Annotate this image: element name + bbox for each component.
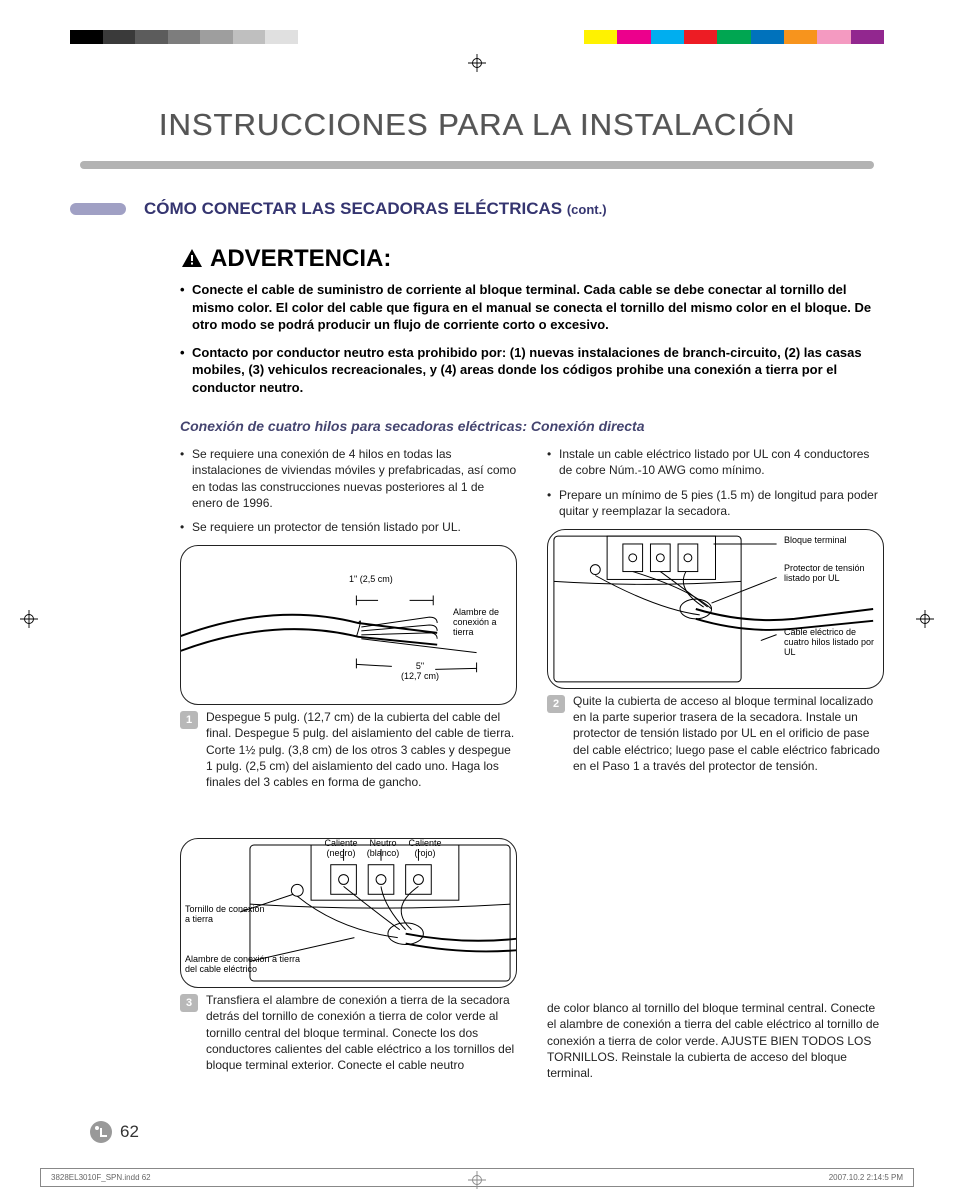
step-text: Quite la cubierta de acceso al bloque te… [573, 693, 884, 774]
page-title: INSTRUCCIONES PARA LA INSTALACIÓN [70, 107, 884, 143]
diagram-terminal-block: Bloque terminal Protector de tensión lis… [547, 529, 884, 689]
warning-item: Contacto por conductor neutro esta prohi… [180, 344, 884, 397]
warning-heading: ADVERTENCIA: [180, 245, 884, 273]
list-item: Se requiere una conexión de 4 hilos en t… [180, 446, 517, 511]
diagram-terminal-wiring: Caliente (negro) Neutro (blanco) Calient… [180, 838, 517, 988]
page-number: 62 [120, 1122, 139, 1142]
step-text-continued: de color blanco al tornillo del bloque t… [547, 1000, 884, 1083]
registration-mark-bottom [468, 1171, 486, 1189]
warning-item: Conecte el cable de suministro de corrie… [180, 281, 884, 334]
diagram-wire-strip: 1" (2,5 cm) Alambre de conexión a tierra… [180, 545, 517, 705]
registration-mark-top [70, 54, 884, 77]
print-footer: 3828EL3010F_SPN.indd 62 2007.10.2 2:14:5… [40, 1168, 914, 1187]
list-item: Prepare un mínimo de 5 pies (1.5 m) de l… [547, 487, 884, 519]
title-rule [80, 161, 874, 169]
warning-icon [180, 247, 204, 271]
step-number: 1 [180, 711, 198, 729]
step-number: 2 [547, 695, 565, 713]
print-file-info: 3828EL3010F_SPN.indd 62 [51, 1173, 151, 1182]
registration-mark-right [916, 610, 934, 628]
section-title: CÓMO CONECTAR LAS SECADORAS ELÉCTRICAS (… [144, 199, 607, 219]
lg-logo-icon [90, 1121, 112, 1143]
print-timestamp: 2007.10.2 2:14:5 PM [829, 1173, 903, 1182]
right-bullets: Instale un cable eléctrico listado por U… [547, 446, 884, 519]
left-bullets: Se requiere una conexión de 4 hilos en t… [180, 446, 517, 535]
subsection-title: Conexión de cuatro hilos para secadoras … [180, 418, 884, 434]
list-item: Se requiere un protector de tensión list… [180, 519, 517, 535]
warning-list: Conecte el cable de suministro de corrie… [180, 281, 884, 396]
step-text: Despegue 5 pulg. (12,7 cm) de la cubiert… [206, 709, 517, 790]
color-bar-row [70, 30, 884, 48]
step-text: Transfiera el alambre de conexión a tier… [206, 992, 517, 1073]
section-pill [70, 203, 126, 215]
step-number: 3 [180, 994, 198, 1012]
list-item: Instale un cable eléctrico listado por U… [547, 446, 884, 478]
registration-mark-left [20, 610, 38, 628]
